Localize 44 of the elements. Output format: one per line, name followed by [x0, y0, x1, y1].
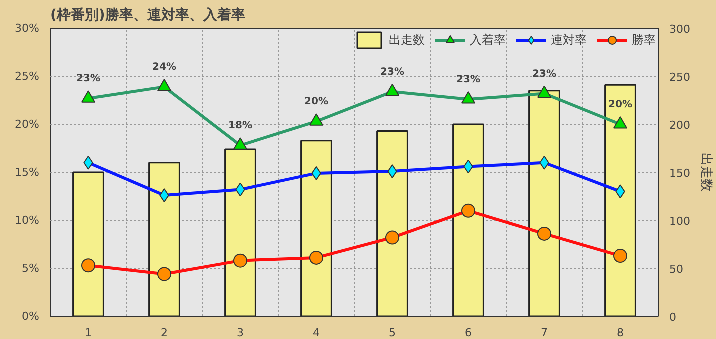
bar [528, 90, 560, 316]
y2-tick-label: 250 [670, 71, 690, 84]
y2-tick-label: 150 [670, 167, 690, 180]
legend-label: 勝率 [632, 32, 656, 48]
bar [300, 140, 332, 316]
y-tick-label: 0% [22, 310, 40, 323]
data-label: 24% [152, 62, 176, 74]
data-label: 20% [608, 100, 632, 110]
legend-label: 連対率 [551, 32, 587, 48]
bar [224, 148, 256, 316]
y2-tick-label: 200 [670, 119, 690, 132]
data-label: 20% [304, 96, 328, 108]
x-tick-label: 1 [85, 326, 92, 339]
bar [376, 130, 408, 316]
y-tick-label: 10% [15, 214, 40, 227]
x-tick-label: 2 [161, 326, 168, 339]
chart-title: (枠番別)勝率、連対率、入着率 [50, 6, 246, 24]
y2-tick-label: 0 [670, 311, 676, 324]
bar [148, 162, 180, 316]
y-tick-label: 5% [22, 262, 40, 275]
legend-label: 入着率 [470, 32, 506, 48]
x-tick-label: 3 [237, 326, 244, 339]
y2-tick-label: 100 [670, 215, 690, 228]
y2-tick-label: 300 [670, 23, 690, 36]
bar [452, 124, 484, 316]
y-tick-label: 15% [15, 166, 40, 179]
bar [604, 84, 636, 316]
x-tick-label: 7 [541, 326, 548, 339]
data-label: 23% [456, 74, 480, 86]
x-tick-label: 8 [617, 326, 624, 339]
data-label: 23% [380, 66, 404, 78]
y2-tick-label: 50 [670, 263, 684, 276]
y-tick-label: 25% [15, 70, 40, 83]
y-tick-label: 20% [15, 118, 40, 131]
data-label: 23% [76, 74, 100, 85]
y-tick-label: 30% [15, 22, 40, 35]
x-tick-label: 5 [389, 326, 396, 339]
y2-axis-title: 出走数 [698, 153, 714, 192]
legend-label: 出走数 [389, 32, 425, 48]
data-label: 23% [532, 68, 556, 80]
data-label: 18% [228, 120, 252, 132]
x-tick-label: 6 [465, 326, 472, 339]
x-tick-label: 4 [313, 326, 320, 339]
bar [72, 172, 104, 316]
